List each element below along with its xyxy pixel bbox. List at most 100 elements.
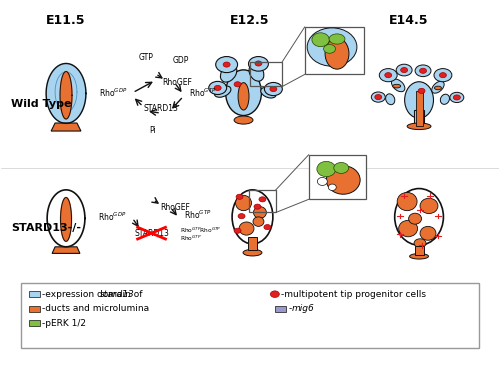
Ellipse shape	[317, 161, 336, 177]
Circle shape	[415, 65, 431, 77]
Ellipse shape	[392, 84, 400, 88]
Ellipse shape	[307, 28, 357, 66]
Ellipse shape	[260, 87, 276, 98]
Circle shape	[216, 57, 238, 72]
Text: mig6: mig6	[292, 304, 314, 313]
Ellipse shape	[407, 123, 431, 130]
Ellipse shape	[328, 184, 336, 191]
Circle shape	[270, 86, 277, 92]
Text: -multipotent tip progenitor cells: -multipotent tip progenitor cells	[281, 290, 426, 299]
Bar	[414, 110, 424, 126]
Ellipse shape	[432, 81, 444, 93]
Text: -ducts and microlumina: -ducts and microlumina	[42, 304, 149, 313]
Text: Rho$^{GTP}$: Rho$^{GTP}$	[189, 86, 216, 99]
Ellipse shape	[238, 83, 249, 110]
Circle shape	[434, 68, 452, 82]
Circle shape	[384, 72, 392, 78]
Ellipse shape	[398, 220, 417, 237]
Polygon shape	[47, 190, 85, 247]
Ellipse shape	[386, 94, 395, 105]
Text: Rho$^{GTP}$Rho$^{GTP}$: Rho$^{GTP}$Rho$^{GTP}$	[180, 225, 222, 234]
Circle shape	[454, 95, 460, 100]
Ellipse shape	[232, 190, 273, 244]
Text: -expression domain of: -expression domain of	[42, 290, 145, 299]
Text: Rho$^{GTP}$: Rho$^{GTP}$	[180, 234, 202, 243]
Polygon shape	[51, 123, 81, 131]
Bar	[308, 155, 366, 199]
Bar	[275, 306, 286, 312]
Text: GDP: GDP	[172, 56, 188, 65]
Circle shape	[450, 92, 464, 103]
Ellipse shape	[243, 250, 262, 256]
Circle shape	[234, 82, 241, 87]
Ellipse shape	[397, 192, 417, 210]
Ellipse shape	[253, 217, 264, 226]
Ellipse shape	[254, 207, 266, 218]
Circle shape	[400, 67, 407, 72]
Ellipse shape	[324, 45, 336, 53]
Ellipse shape	[234, 116, 253, 124]
Text: E12.5: E12.5	[230, 14, 270, 27]
Bar	[248, 190, 276, 212]
Bar	[304, 27, 364, 74]
Text: E11.5: E11.5	[46, 14, 86, 27]
Circle shape	[208, 81, 226, 95]
Circle shape	[418, 88, 425, 93]
Circle shape	[248, 57, 268, 71]
Text: RhoGEF: RhoGEF	[160, 202, 190, 212]
Ellipse shape	[249, 64, 264, 81]
Circle shape	[375, 95, 382, 100]
Circle shape	[236, 194, 243, 199]
Polygon shape	[52, 247, 80, 254]
Circle shape	[214, 85, 221, 91]
Bar	[416, 91, 422, 125]
Ellipse shape	[420, 226, 436, 240]
Text: Wild Type: Wild Type	[12, 99, 72, 109]
Circle shape	[440, 72, 446, 78]
Ellipse shape	[329, 34, 345, 44]
Ellipse shape	[226, 70, 262, 116]
Ellipse shape	[312, 33, 330, 47]
Ellipse shape	[318, 177, 328, 185]
Circle shape	[255, 61, 262, 66]
Ellipse shape	[214, 86, 231, 97]
Text: RhoGEF: RhoGEF	[162, 78, 192, 87]
Text: Pi: Pi	[150, 125, 156, 135]
Bar	[250, 62, 282, 86]
Circle shape	[380, 68, 397, 82]
Circle shape	[259, 197, 266, 202]
Circle shape	[264, 82, 282, 96]
Circle shape	[396, 64, 412, 76]
Ellipse shape	[239, 222, 254, 235]
Ellipse shape	[434, 86, 442, 90]
Polygon shape	[60, 198, 72, 241]
Ellipse shape	[408, 213, 422, 224]
Circle shape	[420, 68, 426, 73]
Circle shape	[238, 213, 245, 219]
Ellipse shape	[334, 162, 348, 173]
Ellipse shape	[440, 94, 450, 105]
Bar	[28, 306, 40, 312]
Ellipse shape	[420, 198, 438, 213]
Ellipse shape	[394, 188, 444, 245]
Polygon shape	[46, 63, 86, 123]
Bar	[414, 246, 424, 255]
Text: GTP: GTP	[138, 53, 153, 63]
Ellipse shape	[404, 82, 434, 118]
Polygon shape	[60, 71, 72, 119]
Ellipse shape	[414, 239, 426, 248]
Circle shape	[372, 92, 385, 102]
Circle shape	[264, 224, 271, 230]
Text: STARD13-/-: STARD13-/-	[12, 223, 82, 233]
Circle shape	[254, 204, 261, 209]
Text: -pERK 1/2: -pERK 1/2	[42, 319, 86, 328]
Ellipse shape	[410, 254, 428, 259]
Circle shape	[234, 228, 241, 233]
Ellipse shape	[236, 195, 252, 210]
Text: -: -	[288, 304, 292, 313]
Bar	[248, 237, 257, 251]
Circle shape	[223, 62, 230, 67]
Circle shape	[270, 291, 280, 297]
Text: stard13: stard13	[100, 290, 135, 299]
Text: Rho$^{GDP}$: Rho$^{GDP}$	[99, 86, 127, 99]
